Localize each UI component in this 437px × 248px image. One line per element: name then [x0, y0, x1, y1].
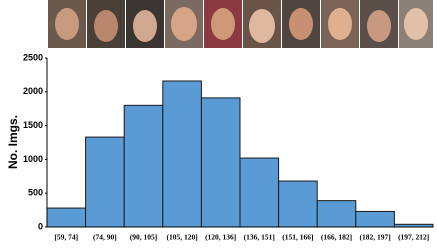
face-image — [249, 9, 275, 43]
bar — [239, 157, 280, 228]
y-tick-label: 2500 — [23, 52, 43, 62]
x-tick-label: (182, 197] — [359, 233, 390, 242]
y-tick-label: 2000 — [23, 86, 43, 96]
y-tick-label: 1500 — [23, 120, 43, 130]
face-image — [289, 8, 313, 40]
y-tick-label: 1000 — [23, 154, 43, 164]
y-tick-label: 0 — [38, 221, 43, 231]
x-tick-label: [59, 74] — [54, 233, 78, 242]
y-axis-label: No. Imgs. — [6, 115, 20, 169]
face-image — [367, 10, 391, 42]
bar — [355, 210, 395, 228]
x-tick-label: (105, 120] — [166, 233, 197, 242]
x-tick-label: (120, 136] — [205, 233, 236, 242]
face-image — [133, 10, 157, 42]
y-tick-label: 500 — [28, 188, 43, 198]
face-image — [171, 7, 197, 41]
x-tick-label: (74, 90] — [93, 233, 117, 242]
bar — [278, 180, 318, 228]
face-image — [328, 8, 352, 40]
face-image — [94, 10, 118, 42]
x-tick-label: (151, 166] — [282, 233, 313, 242]
bar — [200, 97, 241, 228]
face-strip — [48, 0, 433, 48]
x-tick-label: (197, 212] — [398, 233, 429, 242]
bar — [123, 104, 164, 228]
face-image — [55, 8, 79, 40]
face-image — [211, 8, 235, 40]
x-tick-label: (90, 105] — [130, 233, 158, 242]
face-image — [404, 8, 428, 40]
bar — [162, 80, 202, 228]
bar — [46, 207, 87, 228]
bar — [85, 136, 125, 228]
x-tick-label: (136, 151] — [244, 233, 275, 242]
x-tick-label: (166, 182] — [321, 233, 352, 242]
bar — [316, 200, 357, 228]
